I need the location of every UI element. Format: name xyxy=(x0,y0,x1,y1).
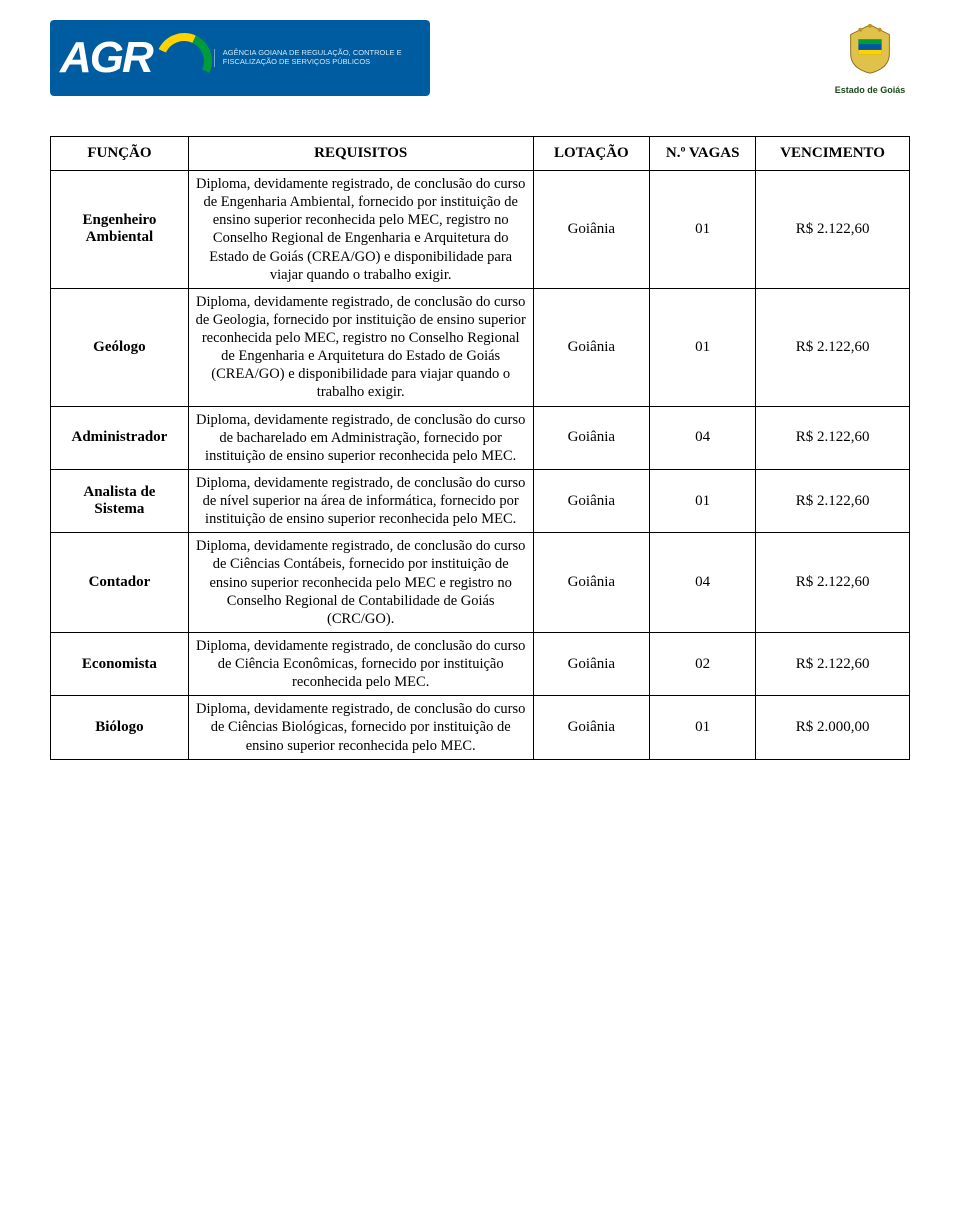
state-label: Estado de Goiás xyxy=(830,85,910,95)
col-requisitos: REQUISITOS xyxy=(188,137,533,171)
col-lotacao: LOTAÇÃO xyxy=(533,137,650,171)
cell-sal: R$ 2.122,60 xyxy=(756,469,910,532)
col-vagas: N.º VAGAS xyxy=(650,137,756,171)
cell-sal: R$ 2.122,60 xyxy=(756,171,910,289)
cell-vag: 01 xyxy=(650,696,756,759)
table-row: Administrador Diploma, devidamente regis… xyxy=(51,406,910,469)
table-header-row: FUNÇÃO REQUISITOS LOTAÇÃO N.º VAGAS VENC… xyxy=(51,137,910,171)
cell-loc: Goiânia xyxy=(533,469,650,532)
col-funcao: FUNÇÃO xyxy=(51,137,189,171)
cell-sal: R$ 2.122,60 xyxy=(756,533,910,633)
cell-req: Diploma, devidamente registrado, de conc… xyxy=(188,288,533,406)
positions-table: FUNÇÃO REQUISITOS LOTAÇÃO N.º VAGAS VENC… xyxy=(50,136,910,760)
cell-req: Diploma, devidamente registrado, de conc… xyxy=(188,469,533,532)
cell-vag: 01 xyxy=(650,171,756,289)
page-header: AGR AGÊNCIA GOIANA DE REGULAÇÃO, CONTROL… xyxy=(50,20,910,96)
agr-swirl-icon xyxy=(156,33,206,83)
cell-req: Diploma, devidamente registrado, de conc… xyxy=(188,632,533,695)
cell-sal: R$ 2.122,60 xyxy=(756,288,910,406)
cell-role: Analista de Sistema xyxy=(51,469,189,532)
col-vencimento: VENCIMENTO xyxy=(756,137,910,171)
agr-logo: AGR AGÊNCIA GOIANA DE REGULAÇÃO, CONTROL… xyxy=(50,20,430,96)
cell-vag: 01 xyxy=(650,288,756,406)
cell-role: Contador xyxy=(51,533,189,633)
table-row: Engenheiro Ambiental Diploma, devidament… xyxy=(51,171,910,289)
cell-req: Diploma, devidamente registrado, de conc… xyxy=(188,696,533,759)
cell-req: Diploma, devidamente registrado, de conc… xyxy=(188,533,533,633)
agr-mark: AGR xyxy=(60,28,206,88)
table-row: Contador Diploma, devidamente registrado… xyxy=(51,533,910,633)
cell-role: Engenheiro Ambiental xyxy=(51,171,189,289)
cell-vag: 01 xyxy=(650,469,756,532)
crest-icon xyxy=(841,20,899,78)
cell-req: Diploma, devidamente registrado, de conc… xyxy=(188,406,533,469)
cell-role: Economista xyxy=(51,632,189,695)
table-row: Analista de Sistema Diploma, devidamente… xyxy=(51,469,910,532)
cell-loc: Goiânia xyxy=(533,696,650,759)
table-row: Biólogo Diploma, devidamente registrado,… xyxy=(51,696,910,759)
cell-loc: Goiânia xyxy=(533,406,650,469)
table-row: Economista Diploma, devidamente registra… xyxy=(51,632,910,695)
state-logo: Estado de Goiás xyxy=(830,20,910,95)
cell-loc: Goiânia xyxy=(533,171,650,289)
cell-vag: 02 xyxy=(650,632,756,695)
cell-role: Geólogo xyxy=(51,288,189,406)
cell-sal: R$ 2.000,00 xyxy=(756,696,910,759)
table-body: Engenheiro Ambiental Diploma, devidament… xyxy=(51,171,910,760)
cell-loc: Goiânia xyxy=(533,632,650,695)
cell-sal: R$ 2.122,60 xyxy=(756,406,910,469)
cell-role: Administrador xyxy=(51,406,189,469)
agr-subtitle: AGÊNCIA GOIANA DE REGULAÇÃO, CONTROLE E … xyxy=(214,49,420,66)
cell-req: Diploma, devidamente registrado, de conc… xyxy=(188,171,533,289)
table-row: Geólogo Diploma, devidamente registrado,… xyxy=(51,288,910,406)
cell-vag: 04 xyxy=(650,533,756,633)
cell-loc: Goiânia xyxy=(533,533,650,633)
cell-vag: 04 xyxy=(650,406,756,469)
agr-logo-text: AGR xyxy=(60,33,152,83)
cell-role: Biólogo xyxy=(51,696,189,759)
cell-sal: R$ 2.122,60 xyxy=(756,632,910,695)
cell-loc: Goiânia xyxy=(533,288,650,406)
